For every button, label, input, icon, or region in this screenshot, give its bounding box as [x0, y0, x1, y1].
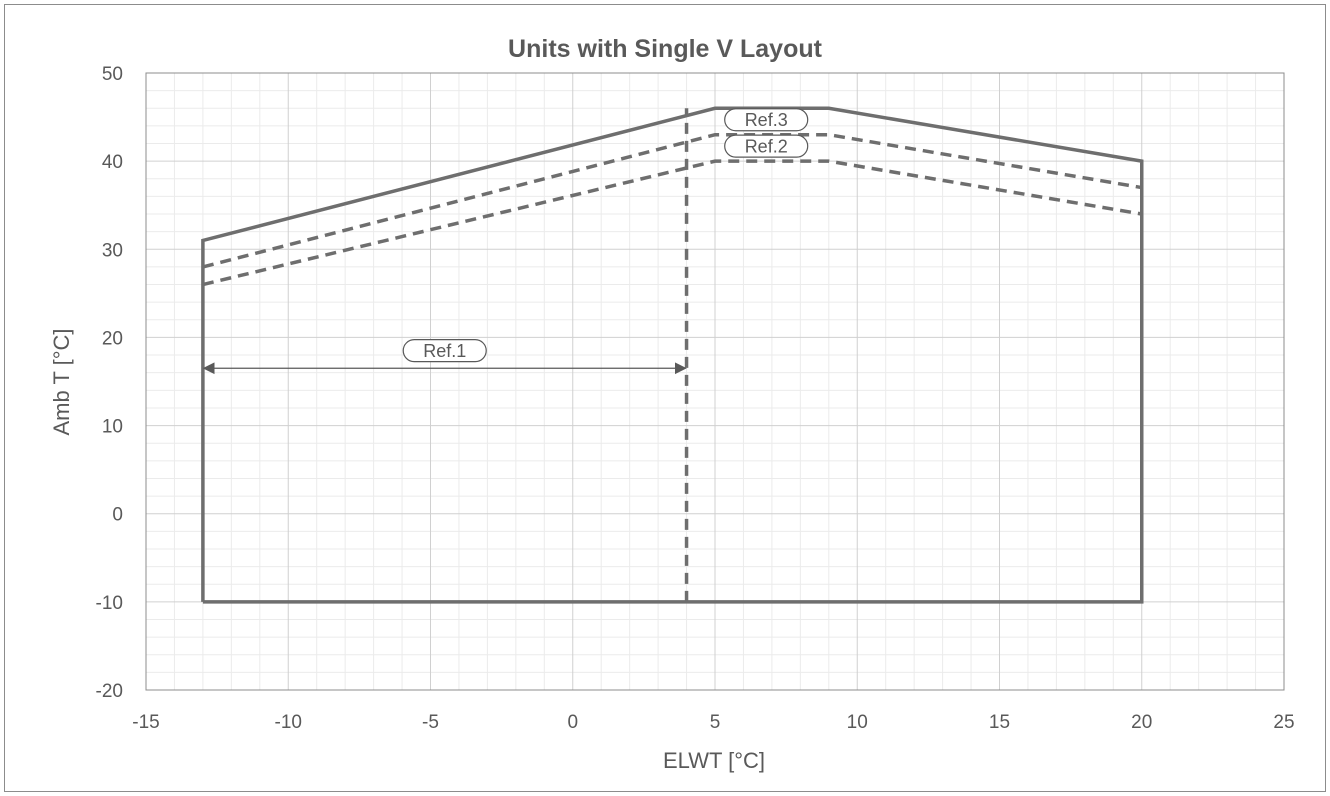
x-tick-label: -10 — [275, 712, 302, 733]
x-tick-label: 20 — [1131, 712, 1152, 733]
y-tick-label: -10 — [96, 593, 123, 614]
x-tick-label: 10 — [847, 712, 868, 733]
annotation-ref1-label: Ref.1 — [402, 339, 487, 363]
annotation-ref3-label-text: Ref.3 — [745, 110, 788, 130]
plot-area-border — [145, 72, 1285, 691]
y-tick-label: 10 — [102, 417, 123, 438]
y-tick-label: 50 — [102, 64, 123, 85]
annotation-layer: Ref.1 Ref.2 Ref.3 — [202, 108, 809, 375]
annotation-ref2-label: Ref.2 — [724, 134, 809, 158]
y-tick-label: 40 — [102, 152, 123, 173]
annotation-ref2-label-pill — [724, 134, 809, 158]
x-axis-title: ELWT [°C] — [663, 748, 765, 773]
x-tick-label: 25 — [1273, 712, 1294, 733]
y-tick-label: 20 — [102, 328, 123, 349]
x-tick-label: 0 — [567, 712, 578, 733]
annotation-ref3-label-pill — [724, 108, 809, 132]
annotation-ref3-label: Ref.3 — [724, 108, 809, 132]
dashed-series-line-3 — [202, 159, 1143, 287]
x-tick-label: -15 — [132, 712, 159, 733]
annotation-ref1-label-text: Ref.1 — [423, 341, 466, 361]
chart-frame — [4, 4, 1326, 792]
y-tick-label: -20 — [96, 681, 123, 702]
x-tick-label: 15 — [989, 712, 1010, 733]
annotation-ref1-label-pill — [402, 339, 487, 363]
envelope-line-1 — [201, 106, 1144, 604]
annotation-ref2-label-text: Ref.2 — [745, 137, 788, 157]
y-tick-label: 0 — [112, 505, 123, 526]
x-tick-label: 5 — [710, 712, 721, 733]
chart-title: Units with Single V Layout — [508, 35, 823, 63]
dashed-series-line-2 — [202, 132, 1143, 269]
y-tick-labels: -20 -10 0 10 20 30 40 50 — [96, 64, 123, 702]
y-tick-label: 30 — [102, 240, 123, 261]
y-axis-title: Amb T [°C] — [49, 328, 74, 435]
x-tick-label: -5 — [422, 712, 439, 733]
x-tick-labels: -15 -10 -5 0 5 10 15 20 25 — [132, 712, 1294, 733]
